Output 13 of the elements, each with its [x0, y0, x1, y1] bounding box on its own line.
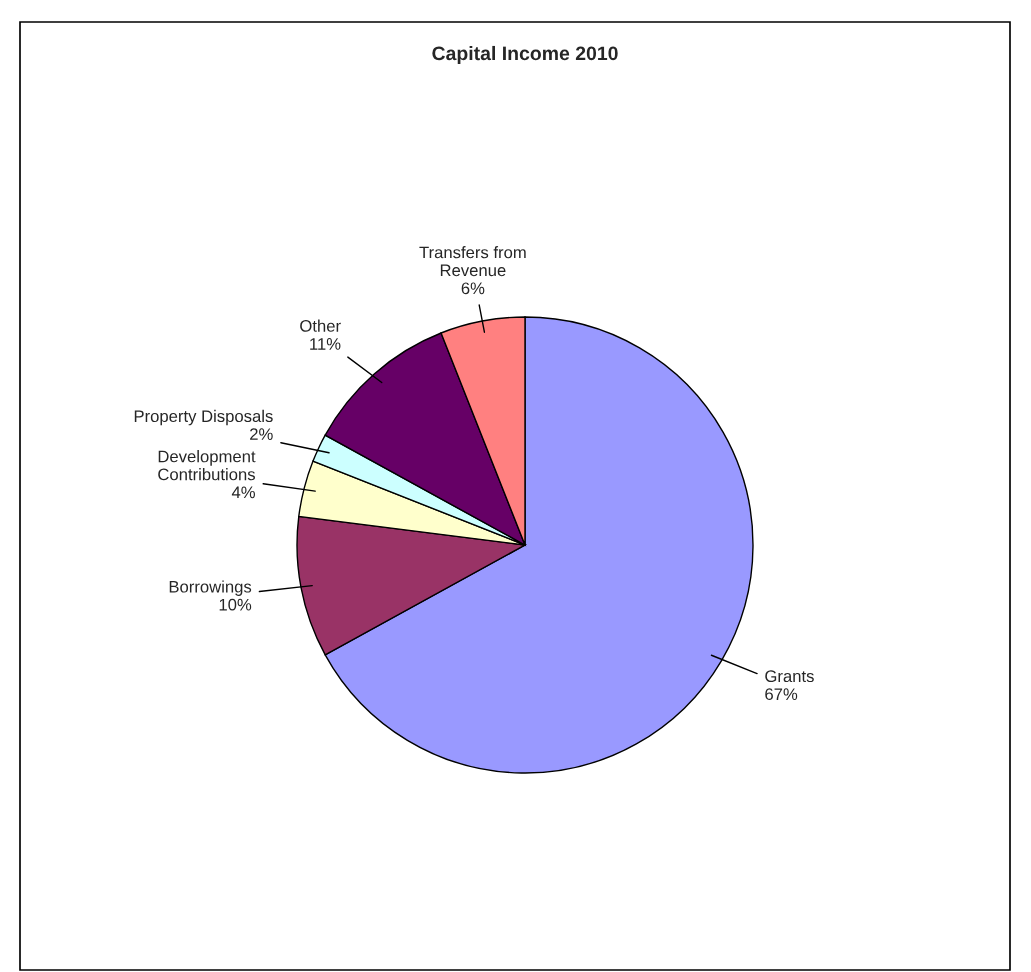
- slice-label: Borrowings: [169, 580, 252, 596]
- data-label: 4%: [231, 486, 255, 499]
- slice-label: Property Disposals: [134, 409, 273, 426]
- chart-title: Capital Income 2010: [432, 45, 618, 65]
- slice-label: Grants: [765, 670, 814, 683]
- slice-label: Development Contributions: [158, 450, 256, 481]
- data-label: 6%: [461, 282, 485, 295]
- slice-label: Transfers from Revenue: [419, 246, 526, 277]
- slice-label: Other: [300, 319, 341, 332]
- data-label: 2%: [250, 428, 273, 440]
- data-label: 10%: [219, 598, 252, 611]
- data-label: 11%: [310, 338, 341, 350]
- data-label: 67%: [765, 688, 798, 701]
